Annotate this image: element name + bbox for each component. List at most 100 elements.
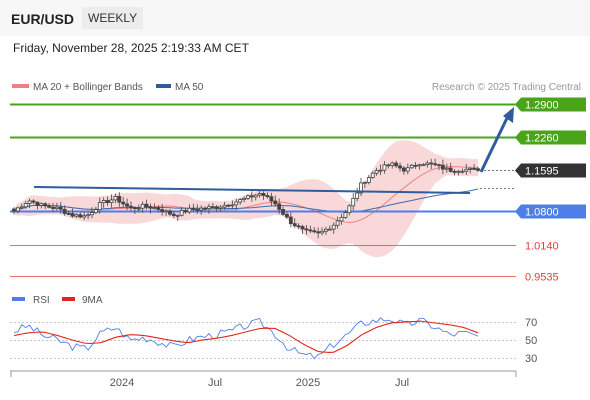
candle-body [62, 208, 67, 214]
price-level-tag [515, 97, 586, 112]
candle-body [144, 203, 149, 207]
candle-body [187, 207, 192, 213]
ma20-legend-swatch [12, 84, 29, 88]
ma50-legend-swatch [156, 84, 171, 88]
candle-body [168, 210, 172, 215]
candle-body [19, 206, 24, 209]
candle-body [47, 205, 51, 208]
candle-body [269, 196, 274, 202]
candle-body [288, 216, 293, 225]
candle-body [43, 203, 48, 207]
candle-body [366, 177, 371, 183]
price-level-labels: 1.2900 1.2260 1.1595 1.0800 1.0140 0.9535 [515, 97, 586, 284]
candle-body [230, 204, 235, 207]
candle-body [12, 208, 16, 212]
candle-body [331, 224, 336, 230]
source-credit: Research © 2025 Trading Central [432, 82, 581, 93]
candle-body [249, 195, 254, 198]
candle-body [39, 203, 44, 206]
rsi-legend-swatch [12, 297, 25, 301]
candle-body [35, 201, 40, 206]
rsi-ma-legend-swatch [62, 297, 75, 301]
moving-averages [13, 166, 479, 223]
candle-body [382, 164, 387, 171]
candlesticks [12, 158, 480, 239]
candle-body [242, 197, 246, 200]
candle-body [90, 212, 94, 216]
candle-body [253, 194, 258, 198]
candle-body [93, 209, 98, 213]
candle-body [374, 169, 379, 174]
candle-body [308, 229, 313, 232]
candle-body [281, 209, 285, 215]
candle-body [179, 210, 184, 216]
candle-body [339, 217, 344, 222]
candle-body [425, 162, 430, 165]
candle-body [109, 199, 114, 203]
rsi-legend-label: RSI [33, 295, 50, 306]
candle-body [171, 213, 176, 216]
price-level-tag [515, 204, 586, 219]
candle-body [129, 205, 133, 208]
x-tick-label: Jul [208, 377, 222, 389]
candle-body [58, 206, 63, 210]
candle-body [203, 207, 207, 210]
candle-body [51, 206, 55, 209]
price-level-tag [515, 163, 586, 178]
candle-body [222, 204, 227, 208]
candle-body [441, 164, 445, 170]
candle-body [207, 206, 211, 209]
candle-body [152, 207, 157, 210]
candle-body [121, 201, 126, 205]
candle-body [452, 171, 457, 173]
candle-body [86, 214, 90, 217]
candle-body [429, 162, 434, 165]
candle-body [257, 193, 262, 196]
candle-body [117, 196, 122, 203]
rsi-tick-label: 50 [525, 335, 537, 347]
candle-body [316, 231, 321, 234]
period-button[interactable]: WEEKLY [82, 7, 144, 29]
candle-body [405, 167, 410, 172]
x-tick-label: Jul [395, 377, 409, 389]
candle-body [363, 181, 367, 184]
candle-body [199, 207, 204, 211]
candle-body [105, 200, 110, 203]
candle-body [132, 207, 137, 209]
price-level-value: 0.9535 [525, 272, 559, 284]
candle-body [355, 192, 360, 199]
symbol-title: EUR/USD [11, 11, 75, 27]
candle-body [476, 168, 480, 171]
price-level-value: 1.0800 [525, 207, 559, 219]
candle-body [351, 197, 356, 207]
candle-body [183, 210, 188, 213]
candle-body [448, 167, 453, 172]
candle-body [335, 220, 340, 226]
candle-body [273, 200, 278, 205]
candle-body [324, 228, 328, 232]
candle-body [54, 206, 59, 209]
candle-body [304, 228, 309, 231]
candle-body [74, 214, 79, 217]
candle-body [82, 215, 87, 218]
candle-body [175, 214, 180, 217]
candle-body [218, 206, 223, 209]
ma20-legend-label: MA 20 + Bollinger Bands [33, 82, 143, 93]
price-level-value: 1.1595 [525, 166, 559, 178]
candle-body [370, 172, 375, 178]
candle-body [421, 164, 426, 166]
rsi-panel: 70 50 30 [10, 317, 537, 365]
candle-body [320, 230, 324, 234]
ma50-line [13, 188, 479, 213]
price-levels [10, 103, 516, 277]
trend-line [33, 186, 471, 194]
candle-body [398, 165, 402, 169]
candle-body [409, 164, 414, 169]
candle-body [261, 193, 266, 196]
candle-body [390, 162, 395, 166]
rsi-ma-legend-label: 9MA [82, 295, 103, 306]
candle-body [378, 169, 383, 172]
candle-body [148, 206, 153, 209]
candle-body [136, 207, 141, 210]
